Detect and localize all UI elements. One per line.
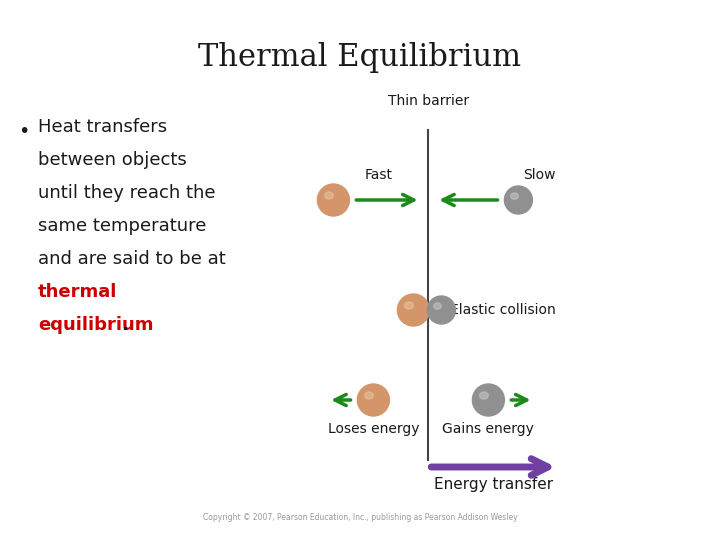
Text: Heat transfers: Heat transfers [38,118,167,136]
Ellipse shape [357,384,390,416]
Ellipse shape [325,192,333,199]
Text: until they reach the: until they reach the [38,184,215,202]
Text: Loses energy: Loses energy [328,422,419,436]
Text: Thin barrier: Thin barrier [388,94,469,108]
Text: Energy transfer: Energy transfer [434,477,553,492]
Text: Thermal Equilibrium: Thermal Equilibrium [199,42,521,73]
Ellipse shape [505,186,532,214]
Ellipse shape [364,392,373,399]
Text: same temperature: same temperature [38,217,207,235]
Ellipse shape [480,392,488,399]
Text: Gains energy: Gains energy [443,422,534,436]
Text: equilibrium: equilibrium [38,316,153,334]
Text: thermal: thermal [38,283,117,301]
Ellipse shape [472,384,505,416]
Text: •: • [18,122,30,141]
Text: Elastic collision: Elastic collision [451,303,556,317]
Text: between objects: between objects [38,151,186,169]
Text: Fast: Fast [364,168,392,182]
Text: .: . [121,316,128,334]
Text: and are said to be at: and are said to be at [38,250,226,268]
Ellipse shape [510,193,518,199]
Ellipse shape [405,302,413,309]
Text: Copyright © 2007, Pearson Education, Inc., publishing as Pearson Addison Wesley: Copyright © 2007, Pearson Education, Inc… [203,513,517,522]
Ellipse shape [397,294,429,326]
Ellipse shape [318,184,349,216]
Ellipse shape [428,296,456,324]
Text: Slow: Slow [523,168,556,182]
Ellipse shape [433,303,441,309]
